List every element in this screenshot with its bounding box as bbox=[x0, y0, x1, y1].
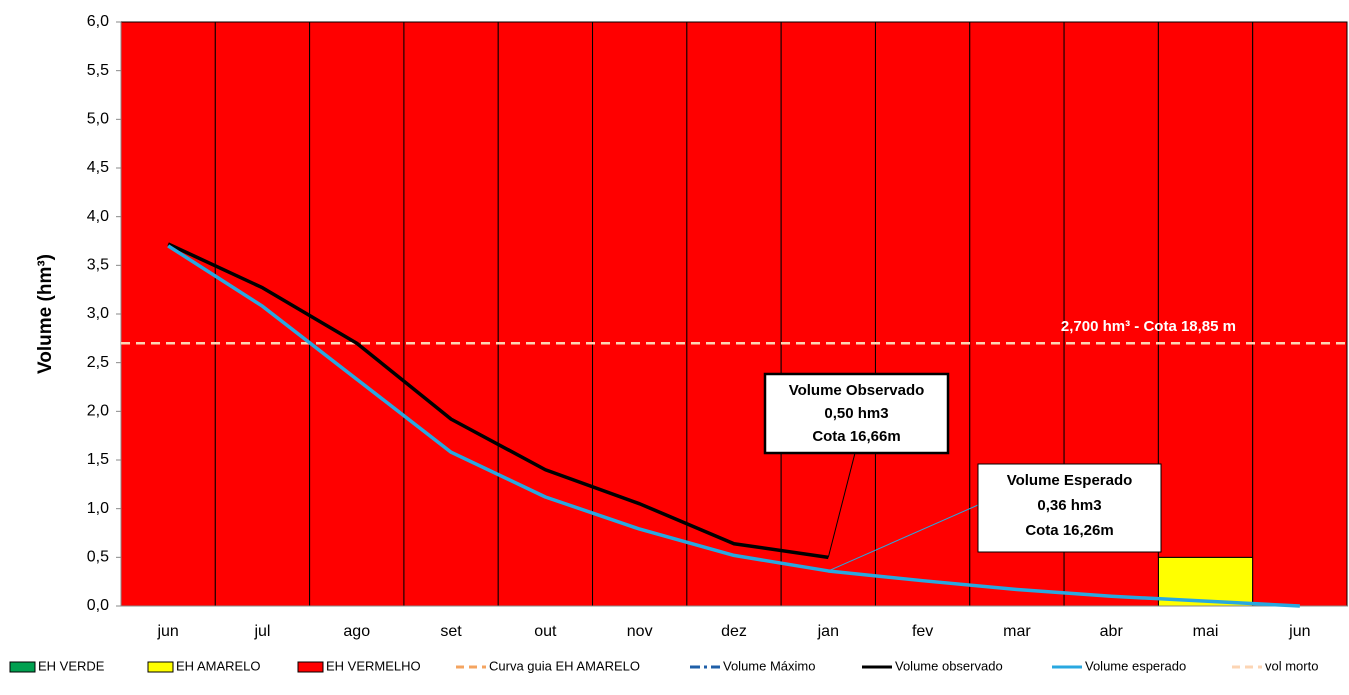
y-tick-label: 1,5 bbox=[87, 451, 109, 468]
series-line bbox=[167, 244, 1300, 608]
bar bbox=[309, 21, 405, 607]
legend-label: EH VERMELHO bbox=[326, 658, 421, 673]
legend-label: vol morto bbox=[1265, 658, 1318, 673]
annotation-text: 0,36 hm3 bbox=[1037, 497, 1101, 514]
y-tick-label: 3,5 bbox=[87, 257, 109, 274]
bar bbox=[1157, 21, 1254, 558]
legend-label: Volume observado bbox=[895, 658, 1003, 673]
legend-label: EH VERDE bbox=[38, 658, 105, 673]
y-tick-label: 2,5 bbox=[87, 354, 109, 371]
x-tick-label: set bbox=[440, 623, 462, 640]
y-tick-label: 6,0 bbox=[87, 13, 109, 30]
annotation-leader bbox=[828, 504, 979, 572]
annotation-text: Cota 16,66m bbox=[812, 428, 900, 445]
bar bbox=[214, 21, 311, 607]
x-tick-label: nov bbox=[627, 623, 653, 640]
legend-label: EH AMARELO bbox=[176, 658, 261, 673]
x-tick-label: mar bbox=[1003, 623, 1031, 640]
legend-swatch bbox=[297, 661, 324, 673]
x-tick-label: ago bbox=[343, 623, 370, 640]
y-tick-label: 5,0 bbox=[87, 111, 109, 128]
annotation-text: 0,50 hm3 bbox=[824, 405, 888, 422]
legend-swatch bbox=[147, 661, 174, 673]
y-axis-title: Volume (hm³) bbox=[35, 254, 56, 374]
x-tick-label: jul bbox=[253, 623, 270, 640]
bar bbox=[686, 21, 782, 607]
x-tick-label: jun bbox=[156, 623, 178, 640]
x-tick-label: fev bbox=[912, 623, 933, 640]
x-tick-label: mai bbox=[1193, 623, 1219, 640]
x-tick-label: abr bbox=[1100, 623, 1124, 640]
bar bbox=[874, 21, 971, 607]
annotation-text: Cota 16,26m bbox=[1025, 522, 1113, 539]
annotation-leader bbox=[827, 452, 856, 558]
x-tick-label: dez bbox=[721, 623, 747, 640]
bar bbox=[403, 21, 499, 607]
legend-swatch bbox=[9, 661, 36, 673]
bar bbox=[1252, 21, 1348, 607]
y-tick-label: 1,0 bbox=[87, 500, 109, 517]
x-tick-label: jan bbox=[817, 623, 839, 640]
y-tick-label: 3,0 bbox=[87, 305, 109, 322]
annotation-box bbox=[977, 463, 1162, 553]
x-tick-label: out bbox=[534, 623, 557, 640]
bar bbox=[497, 21, 594, 607]
legend-label: Volume Máximo bbox=[723, 658, 815, 673]
annotation-text: Volume Observado bbox=[789, 382, 925, 399]
annotation-box bbox=[763, 372, 950, 455]
legend-label: Curva guia EH AMARELO bbox=[489, 658, 640, 673]
y-tick-label: 4,0 bbox=[87, 208, 109, 225]
reference-label: 2,700 hm³ - Cota 18,85 m bbox=[1061, 318, 1236, 335]
y-tick-label: 4,5 bbox=[87, 159, 109, 176]
bar bbox=[120, 21, 216, 607]
y-tick-label: 5,5 bbox=[87, 62, 109, 79]
series-line bbox=[167, 242, 829, 560]
y-tick-label: 0,0 bbox=[87, 597, 109, 614]
y-tick-label: 0,5 bbox=[87, 549, 109, 566]
annotation-text: Volume Esperado bbox=[1007, 472, 1133, 489]
y-tick-label: 2,0 bbox=[87, 403, 109, 420]
legend-label: Volume esperado bbox=[1085, 658, 1186, 673]
x-tick-label: jun bbox=[1288, 623, 1310, 640]
bar bbox=[592, 21, 688, 607]
bar bbox=[780, 21, 876, 607]
